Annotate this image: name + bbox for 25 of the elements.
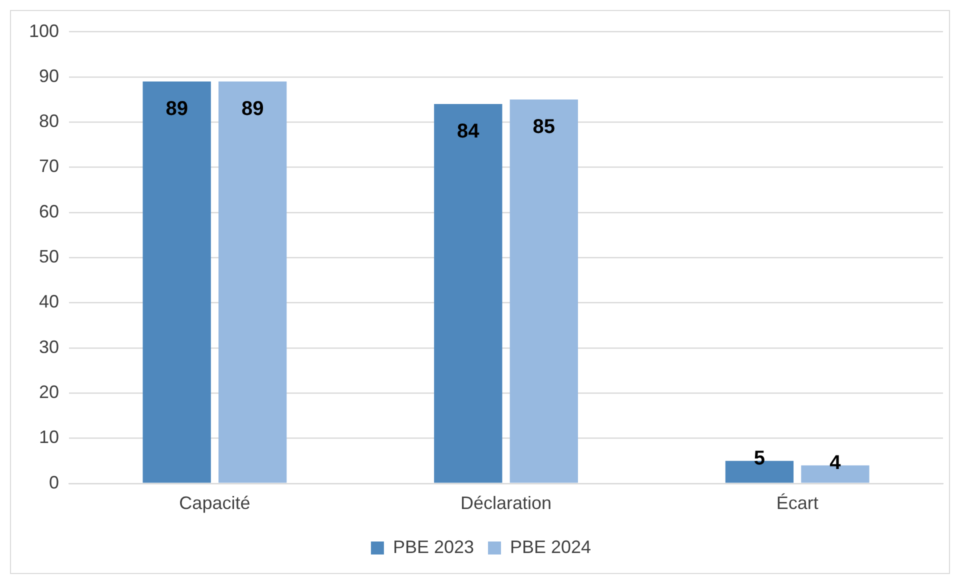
bar	[142, 81, 211, 483]
x-tick-label: Déclaration	[460, 493, 552, 514]
data-label: 85	[532, 116, 556, 138]
y-tick-label: 20	[39, 382, 60, 402]
x-tick-label: Écart	[776, 493, 818, 514]
bar	[434, 104, 502, 483]
bar	[510, 100, 578, 483]
y-tick-label: 10	[39, 427, 60, 448]
y-tick-label: 60	[39, 201, 60, 222]
legend-label: PBE 2024	[510, 536, 592, 557]
data-label: 89	[166, 98, 188, 120]
y-tick-label: 100	[28, 20, 60, 41]
y-tick-label: 40	[39, 292, 60, 312]
data-label: 4	[830, 452, 842, 474]
data-label: 89	[241, 98, 264, 120]
y-tick-label: 70	[39, 156, 60, 176]
legend-label: PBE 2023	[392, 536, 474, 557]
bar	[218, 81, 287, 483]
y-tick-label: 0	[49, 472, 60, 492]
y-tick-label: 30	[39, 336, 60, 357]
x-tick-label: Capacité	[179, 493, 250, 514]
y-tick-label: 50	[39, 246, 60, 267]
y-tick-label: 90	[39, 66, 60, 86]
y-tick-label: 80	[39, 111, 60, 132]
data-label: 84	[457, 120, 480, 143]
